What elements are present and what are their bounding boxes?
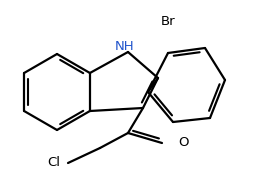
Text: O: O bbox=[178, 136, 189, 149]
Text: Cl: Cl bbox=[47, 157, 60, 169]
Text: NH: NH bbox=[115, 41, 135, 54]
Text: Br: Br bbox=[161, 15, 175, 28]
